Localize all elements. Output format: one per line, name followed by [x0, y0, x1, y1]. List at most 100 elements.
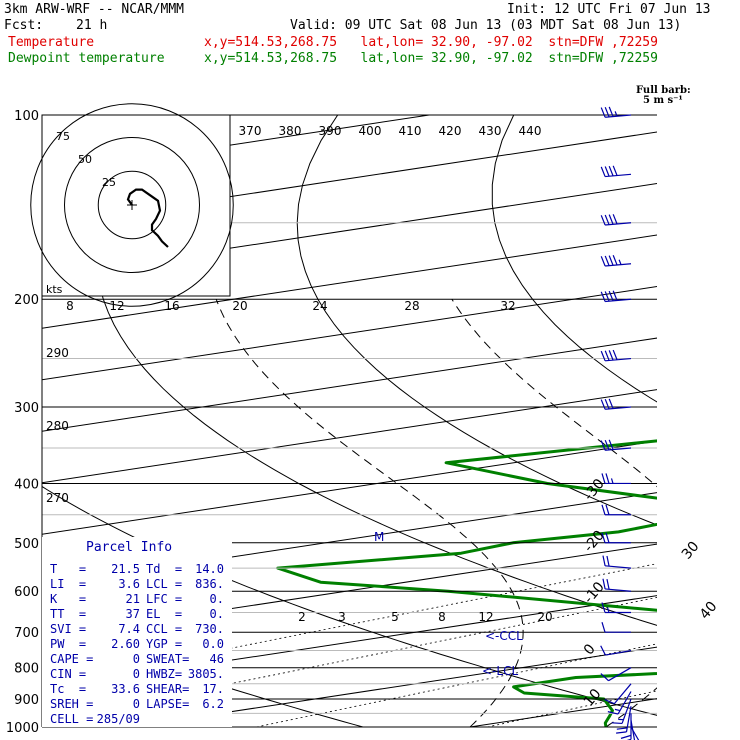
dry-adiabat-line	[681, 115, 740, 727]
theta-label: 410	[399, 124, 422, 138]
hodograph-ring-label: 25	[102, 176, 116, 189]
parcel-row-right-value: 0.	[209, 592, 224, 606]
wind-barb-flag	[612, 255, 618, 266]
mixing-ratio-line	[256, 643, 657, 727]
wind-barb	[602, 578, 632, 592]
wind-barb-flag	[600, 166, 606, 177]
wind-barb	[601, 473, 631, 485]
parcel-row-right-label: YGP =	[146, 637, 183, 651]
mixing-ratio-label: 32	[500, 299, 515, 313]
hodograph-frame	[41, 114, 231, 297]
wind-barb-staff	[605, 298, 632, 303]
wind-barb-flag	[600, 645, 606, 656]
mixing-ratio-line	[487, 690, 657, 727]
mixing-ratio-label: 24	[312, 299, 327, 313]
temperature-station-info: x,y=514.53,268.75 lat,lon= 32.90, -97.02…	[204, 35, 658, 50]
parcel-row-right-label: LCL =	[146, 577, 183, 591]
wind-barb-flag	[612, 214, 618, 225]
wind-barb-staff	[605, 263, 632, 267]
wind-barb-flag	[616, 727, 628, 730]
wind-barb-flag	[608, 290, 614, 302]
parcel-row-left-label: SVI =	[50, 622, 87, 636]
dewpoint-curve	[276, 439, 657, 727]
wind-barb-flag	[612, 349, 618, 360]
wind-barb-flag	[600, 350, 606, 362]
parcel-row-left-label: SREH =	[50, 697, 94, 711]
wind-barb-half	[614, 111, 618, 117]
wind-barb	[602, 555, 632, 569]
pressure-tick-label: 400	[14, 477, 39, 492]
isotherm-label: 40	[697, 599, 721, 623]
wind-barb-staff	[605, 357, 632, 362]
wind-barb	[600, 165, 632, 178]
temperature-legend: Temperature	[8, 35, 95, 50]
wind-barb-flag	[600, 107, 606, 118]
pressure-tick-label: 700	[14, 626, 39, 641]
parcel-row-left-value: 2.60	[111, 637, 140, 651]
pressure-tick-label: 500	[14, 537, 39, 552]
theta-label-low: 280	[46, 419, 69, 433]
parcel-row-left-value: 0	[132, 697, 140, 711]
theta-label: 420	[439, 124, 462, 138]
isotherm-label-group: 40	[697, 599, 721, 623]
parcel-row-left-value: 0	[132, 667, 140, 681]
mixing-ratio-label: 16	[164, 299, 179, 313]
forecast-label: Fcst:	[4, 18, 44, 33]
pressure-tick-label: 300	[14, 401, 39, 416]
mixing-ratio-label: 28	[404, 299, 419, 313]
mixing-ratio-label-lower: 20	[537, 610, 552, 624]
wind-barb	[601, 504, 631, 516]
pressure-tick-label: 200	[14, 293, 39, 308]
parcel-row-right-label: EL =	[146, 607, 183, 621]
wind-barb-half	[606, 607, 610, 613]
wind-barb-flag	[601, 532, 606, 543]
parcel-row-left-value: 33.6	[111, 682, 140, 696]
mixing-ratio-label-lower: 2	[298, 610, 306, 624]
parcel-row-left-value: 21	[125, 592, 140, 606]
hodograph-trace	[126, 188, 169, 248]
wind-barb-flag	[600, 256, 606, 267]
wind-barb-flag	[607, 711, 619, 715]
wind-barb	[601, 622, 631, 633]
parcel-row-right-value: 3805.	[187, 667, 224, 681]
wind-barb-flag	[606, 578, 610, 590]
dewpoint-station-info: x,y=514.53,268.75 lat,lon= 32.90, -97.02…	[204, 51, 658, 66]
parcel-row-right-label: SWEAT=	[146, 652, 190, 666]
theta-label: 390	[319, 124, 342, 138]
parcel-row-right-value: 836.	[195, 577, 224, 591]
theta-label-low: 270	[46, 491, 69, 505]
dry-adiabat-line	[491, 115, 657, 403]
parcel-row-right-value: 6.2	[202, 697, 224, 711]
wind-barb-flag	[608, 165, 614, 177]
mixing-ratio-label-lower: 8	[438, 610, 446, 624]
wind-barb-flag	[604, 291, 610, 302]
forecast-hour: 21 h	[76, 18, 108, 33]
wind-barb-flag	[601, 602, 606, 613]
moist-adiabat-line	[733, 299, 740, 727]
isotherm-line	[42, 389, 657, 484]
wind-barb	[600, 214, 632, 226]
parcel-row-left-value: 0	[132, 652, 140, 666]
wind-barb-flag	[601, 622, 606, 633]
parcel-row-left-label: CIN =	[50, 667, 87, 681]
parcel-row-left-value: 7.4	[118, 622, 140, 636]
parcel-row-left-label: CAPE =	[50, 652, 94, 666]
wind-barb-flag	[604, 439, 610, 451]
wind-barb-flag	[600, 399, 606, 410]
parcel-row-left-label: T =	[50, 562, 87, 576]
wind-barb-staff	[605, 406, 632, 410]
wind-barb-staff	[630, 720, 636, 740]
pressure-tick-label: 900	[14, 693, 39, 708]
wind-barb-half	[610, 478, 614, 484]
wind-barb-flag	[608, 398, 614, 409]
wind-barb-flag	[612, 290, 618, 301]
wind-barb	[600, 349, 632, 362]
wind-barb	[600, 106, 632, 118]
wind-barb-staff	[605, 565, 632, 569]
wind-barb-flag	[620, 734, 632, 739]
wind-barb-staff	[608, 667, 632, 682]
wind-barb-flag	[600, 440, 606, 451]
wind-barb-staff	[621, 698, 632, 724]
isotherm-line	[42, 337, 657, 432]
init-time: Init: 12 UTC Fri 07 Jun 13	[507, 2, 711, 17]
